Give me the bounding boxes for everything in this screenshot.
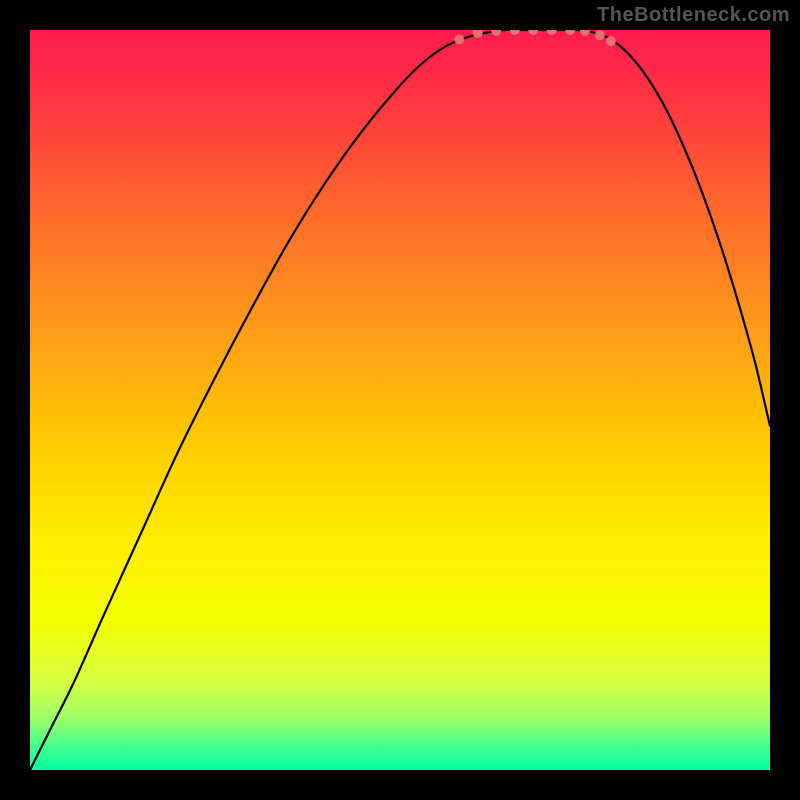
marker-dot	[510, 30, 520, 35]
marker-dot	[595, 30, 605, 40]
chart-frame: TheBottleneck.com	[0, 0, 800, 800]
watermark-text: TheBottleneck.com	[597, 4, 790, 27]
bottleneck-curve	[30, 30, 770, 770]
curve-layer	[30, 30, 770, 770]
marker-dot	[491, 30, 501, 36]
marker-dot	[547, 30, 557, 35]
marker-dot	[606, 36, 616, 46]
marker-dot	[580, 30, 590, 36]
plot-area	[30, 30, 770, 770]
marker-dot	[528, 30, 538, 35]
marker-dot	[565, 30, 575, 35]
marker-dot	[473, 30, 483, 38]
marker-dot	[454, 35, 464, 45]
